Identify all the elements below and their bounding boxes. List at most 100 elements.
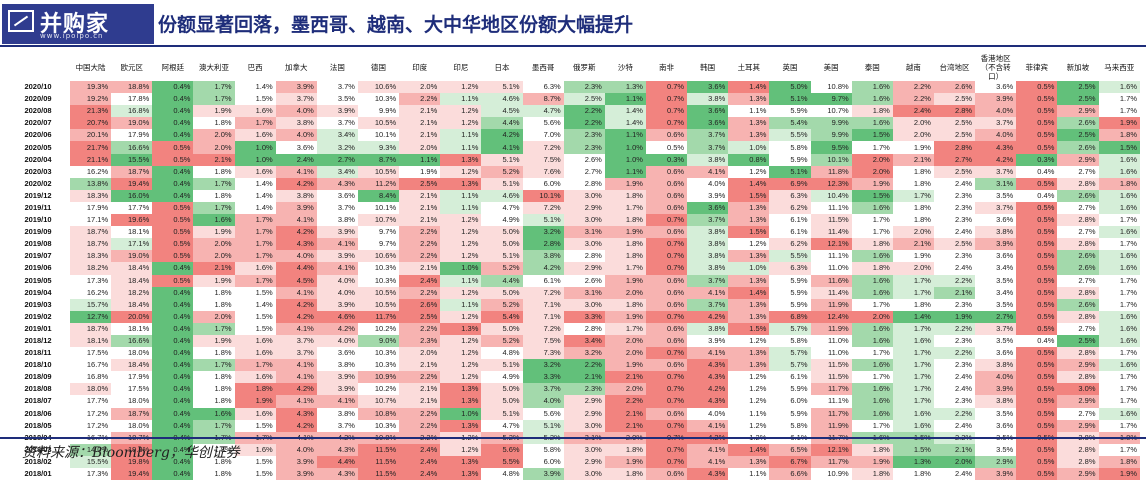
share-cell: 6.5%: [769, 443, 811, 456]
share-cell: 1.4%: [604, 117, 646, 130]
share-cell: 1.7%: [1098, 371, 1140, 384]
share-cell: 0.4%: [152, 371, 194, 384]
share-cell: 2.1%: [563, 371, 605, 384]
share-cell: 1.5%: [234, 310, 276, 323]
share-cell: 2.9%: [1057, 419, 1099, 432]
share-cell: 18.2%: [111, 286, 153, 299]
table-row: 2020/06 20.1% 17.9% 0.4% 2.0% 1.6% 4.0% 3.4% 10.…: [6, 129, 1140, 142]
share-cell: 2.0%: [933, 455, 976, 468]
share-cell: 1.1%: [440, 141, 482, 154]
share-cell: 19.3%: [70, 81, 112, 94]
share-cell: 1.8%: [193, 347, 235, 360]
share-cell: 2.3%: [933, 201, 976, 215]
share-cell: 10.7%: [357, 214, 400, 227]
share-cell: 12.1%: [810, 443, 852, 456]
share-cell: 11.0%: [810, 334, 852, 348]
share-cell: 5.8%: [769, 419, 811, 432]
share-cell: 2.2%: [933, 347, 976, 360]
share-cell: 3.7%: [975, 322, 1017, 335]
share-cell: 0.7%: [645, 419, 688, 432]
share-cell: 3.0%: [563, 419, 605, 432]
share-cell: 10.3%: [357, 274, 400, 287]
share-cell: 1.2%: [440, 214, 482, 227]
table-body: 2020/10 19.3% 18.8% 0.4% 1.7% 1.4% 3.9% 3.7% 10.…: [6, 81, 1140, 480]
share-cell: 5.1%: [769, 165, 811, 178]
share-cell: 1.7%: [193, 359, 235, 372]
share-cell: 5.9%: [769, 407, 811, 420]
share-cell: 4.4%: [275, 262, 317, 275]
share-cell: 1.8%: [193, 371, 235, 384]
share-cell: 10.3%: [357, 93, 400, 106]
share-cell: 18.0%: [111, 419, 153, 432]
column-header: 新加坡: [1066, 63, 1090, 72]
share-cell: 4.0%: [316, 334, 358, 348]
row-date: 2020/10: [24, 82, 52, 92]
share-cell: 1.5%: [728, 226, 770, 239]
share-cell: 5.1%: [481, 153, 523, 166]
share-cell: 0.5%: [1016, 214, 1058, 227]
row-date: 2018/06: [24, 408, 52, 418]
share-cell: 4.1%: [275, 371, 317, 384]
column-header: 中国大陆: [75, 63, 106, 72]
share-cell: 2.1%: [399, 359, 441, 372]
share-cell: 2.8%: [1057, 177, 1099, 190]
share-cell: 2.3%: [933, 395, 976, 408]
row-date: 2019/10: [24, 215, 52, 225]
row-date: 2019/02: [24, 311, 52, 321]
share-cell: 3.2%: [522, 226, 564, 239]
table-row: 2020/02 13.8% 19.4% 0.4% 1.7% 1.4% 4.2% 4.3% 11.…: [6, 177, 1140, 190]
share-cell: 2.3%: [933, 334, 976, 348]
share-cell: 0.6%: [645, 201, 688, 215]
share-cell: 3.6%: [316, 347, 358, 360]
share-cell: 1.3%: [728, 93, 770, 106]
share-cell: 5.7%: [769, 347, 811, 360]
share-cell: 19.0%: [111, 117, 153, 130]
share-cell: 5.8%: [522, 443, 564, 456]
share-cell: 2.4%: [275, 153, 317, 166]
share-cell: 3.9%: [316, 226, 358, 239]
share-cell: 1.6%: [1098, 262, 1140, 275]
share-cell: 0.5%: [1016, 359, 1058, 372]
share-cell: 1.5%: [851, 129, 893, 142]
share-cell: 8.4%: [357, 189, 400, 202]
share-cell: 1.8%: [193, 383, 235, 396]
share-cell: 11.7%: [810, 455, 852, 468]
share-cell: 11.7%: [357, 310, 400, 323]
share-cell: 4.7%: [481, 419, 523, 432]
share-cell: 11.2%: [357, 177, 400, 190]
share-cell: 18.4%: [111, 274, 153, 287]
share-cell: 4.5%: [481, 105, 523, 118]
share-cell: 1.7%: [851, 214, 893, 227]
share-cell: 1.7%: [1098, 214, 1140, 227]
share-cell: 3.4%: [563, 334, 605, 348]
share-cell: 2.2%: [399, 371, 441, 384]
share-cell: 1.9%: [851, 455, 893, 468]
share-cell: 3.7%: [975, 165, 1017, 178]
share-cell: 0.5%: [152, 274, 194, 287]
share-cell: 3.6%: [316, 189, 358, 202]
share-cell: 2.2%: [563, 117, 605, 130]
share-cell: 1.6%: [851, 322, 893, 335]
share-cell: 11.7%: [810, 383, 852, 396]
share-cell: 12.3%: [810, 177, 852, 190]
row-date: 2019/06: [24, 263, 52, 273]
logo-chart-icon: [8, 10, 34, 32]
share-cell: 1.1%: [728, 407, 770, 420]
share-cell: 3.8%: [975, 226, 1017, 239]
share-cell: 3.5%: [975, 298, 1017, 311]
share-cell: 1.2%: [728, 371, 770, 384]
share-cell: 4.1%: [275, 214, 317, 227]
row-date: 2019/03: [24, 299, 52, 309]
share-cell: 12.4%: [810, 310, 852, 323]
share-cell: 3.9%: [975, 383, 1017, 396]
share-cell: 1.7%: [234, 359, 276, 372]
share-cell: 1.2%: [440, 347, 482, 360]
share-cell: 2.8%: [1057, 443, 1099, 456]
share-cell: 2.7%: [1057, 407, 1099, 420]
share-cell: 10.6%: [357, 81, 400, 94]
share-cell: 3.5%: [975, 443, 1017, 456]
column-header: 台湾地区: [939, 63, 970, 72]
share-cell: 3.7%: [275, 347, 317, 360]
share-cell: 1.8%: [892, 214, 934, 227]
share-cell: 4.2%: [316, 322, 358, 335]
